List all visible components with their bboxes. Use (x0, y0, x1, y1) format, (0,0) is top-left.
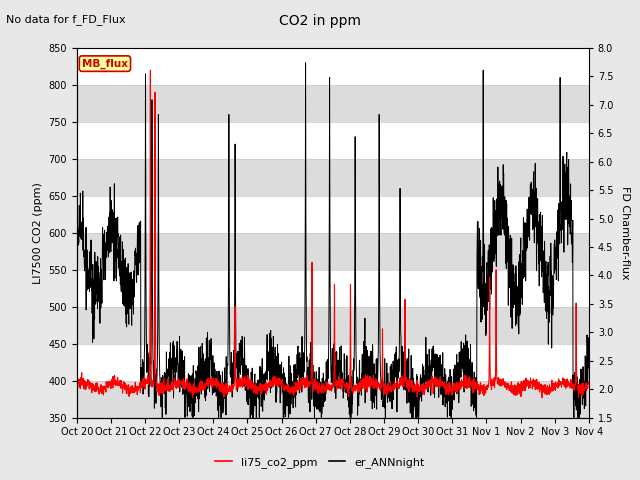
Bar (77, 85, 589, 122)
Y-axis label: FD Chamber-flux: FD Chamber-flux (620, 186, 630, 280)
Legend: li75_co2_ppm, er_ANNnight: li75_co2_ppm, er_ANNnight (211, 452, 429, 472)
Y-axis label: LI7500 CO2 (ppm): LI7500 CO2 (ppm) (33, 182, 43, 284)
Text: No data for f_FD_Flux: No data for f_FD_Flux (6, 14, 126, 25)
Text: MB_flux: MB_flux (82, 59, 128, 69)
Bar (77, 307, 589, 344)
Bar (77, 233, 589, 270)
Bar (77, 159, 589, 196)
Bar (77, 381, 589, 418)
Text: CO2 in ppm: CO2 in ppm (279, 14, 361, 28)
